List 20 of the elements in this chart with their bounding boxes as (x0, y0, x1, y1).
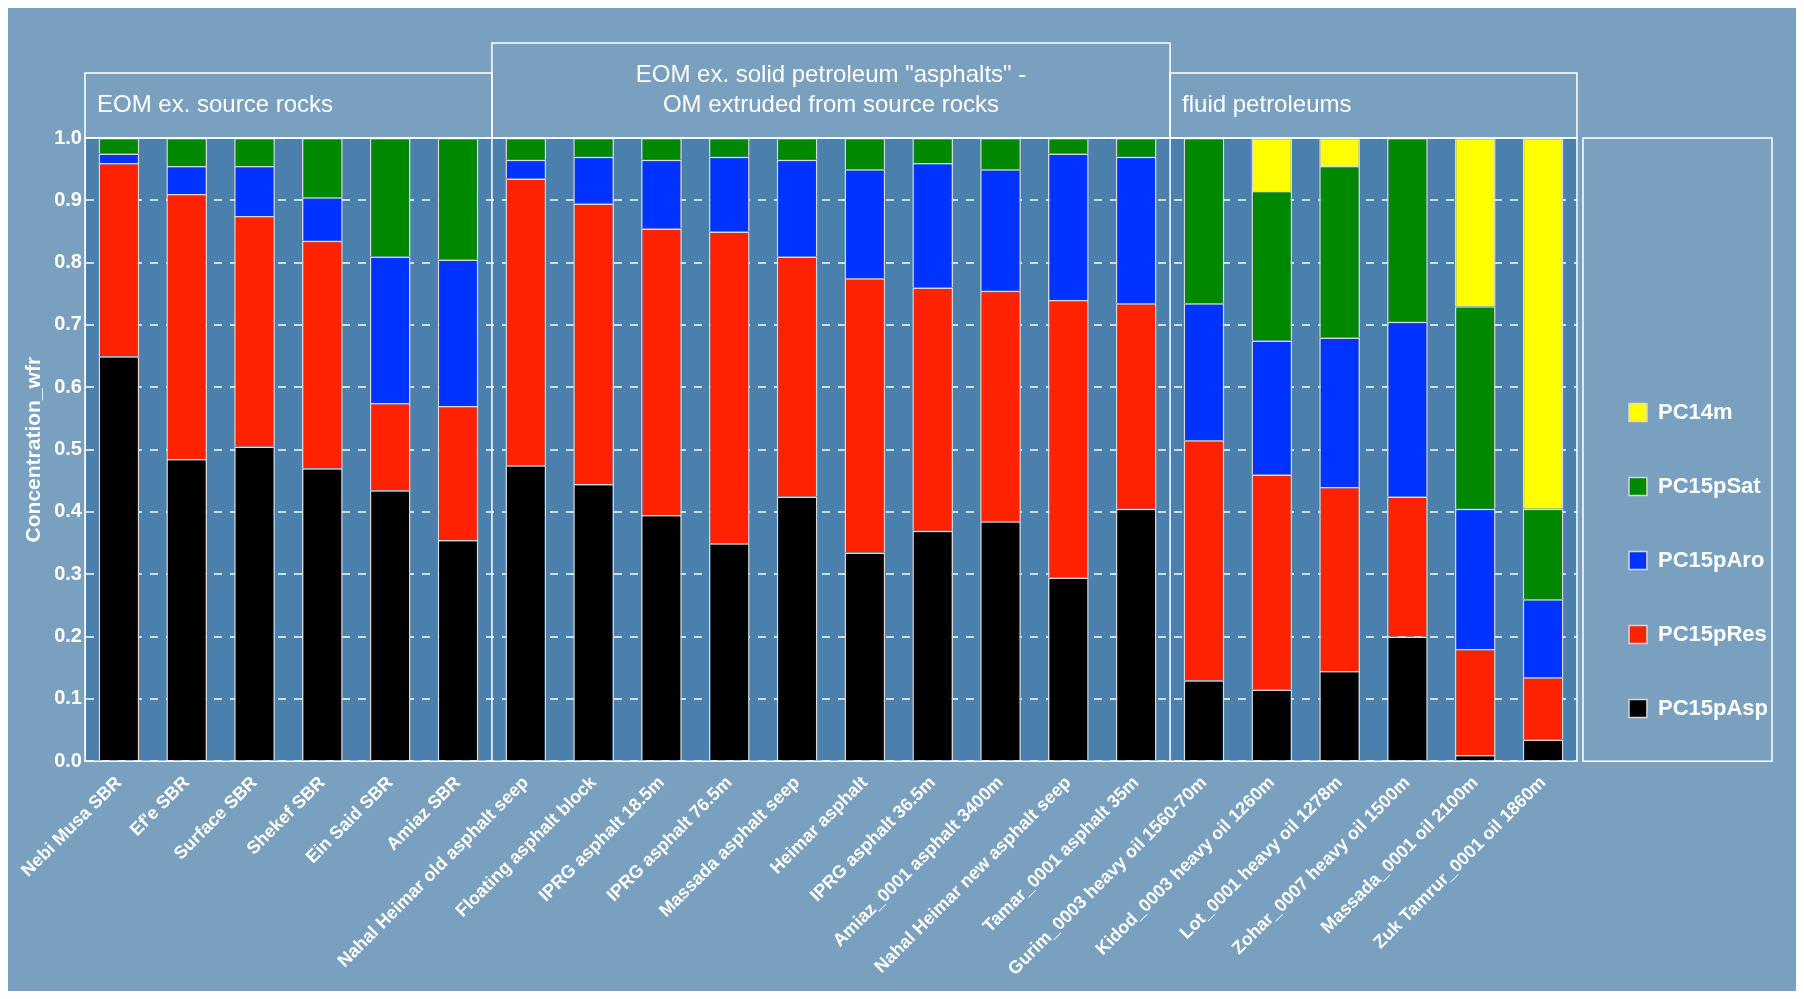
legend-label: PC15pAsp (1657, 694, 1769, 720)
legend-label: PC14m (1657, 398, 1733, 424)
y-tick-label: 0.2 (54, 624, 82, 647)
y-axis-title: Concentration_wfr (21, 356, 45, 543)
y-tick-label: 0.1 (54, 686, 82, 709)
y-tick-label: 1.0 (54, 125, 82, 148)
y-tick-label: 0.4 (54, 499, 83, 522)
text: EOM ex. solid petroleum "asphalts" - OM extruded from source rocks (635, 60, 1027, 118)
legend-label: PC15pAro (1657, 546, 1765, 572)
y-tick-label: 0.6 (54, 374, 82, 397)
legend-label: PC15pRes (1657, 620, 1767, 646)
y-tick-label: 0.8 (54, 250, 82, 273)
y-tick-label: 0.0 (54, 748, 82, 771)
y-tick-label: 0.7 (54, 312, 82, 335)
y-tick-label: 0.5 (54, 437, 82, 460)
text: EOM ex. source rocks (97, 90, 334, 118)
y-tick-label: 0.9 (54, 187, 82, 210)
y-tick-label: 0.3 (54, 561, 82, 584)
legend-label: PC15pSat (1657, 472, 1762, 498)
text: fluid petroleums (1182, 90, 1352, 118)
